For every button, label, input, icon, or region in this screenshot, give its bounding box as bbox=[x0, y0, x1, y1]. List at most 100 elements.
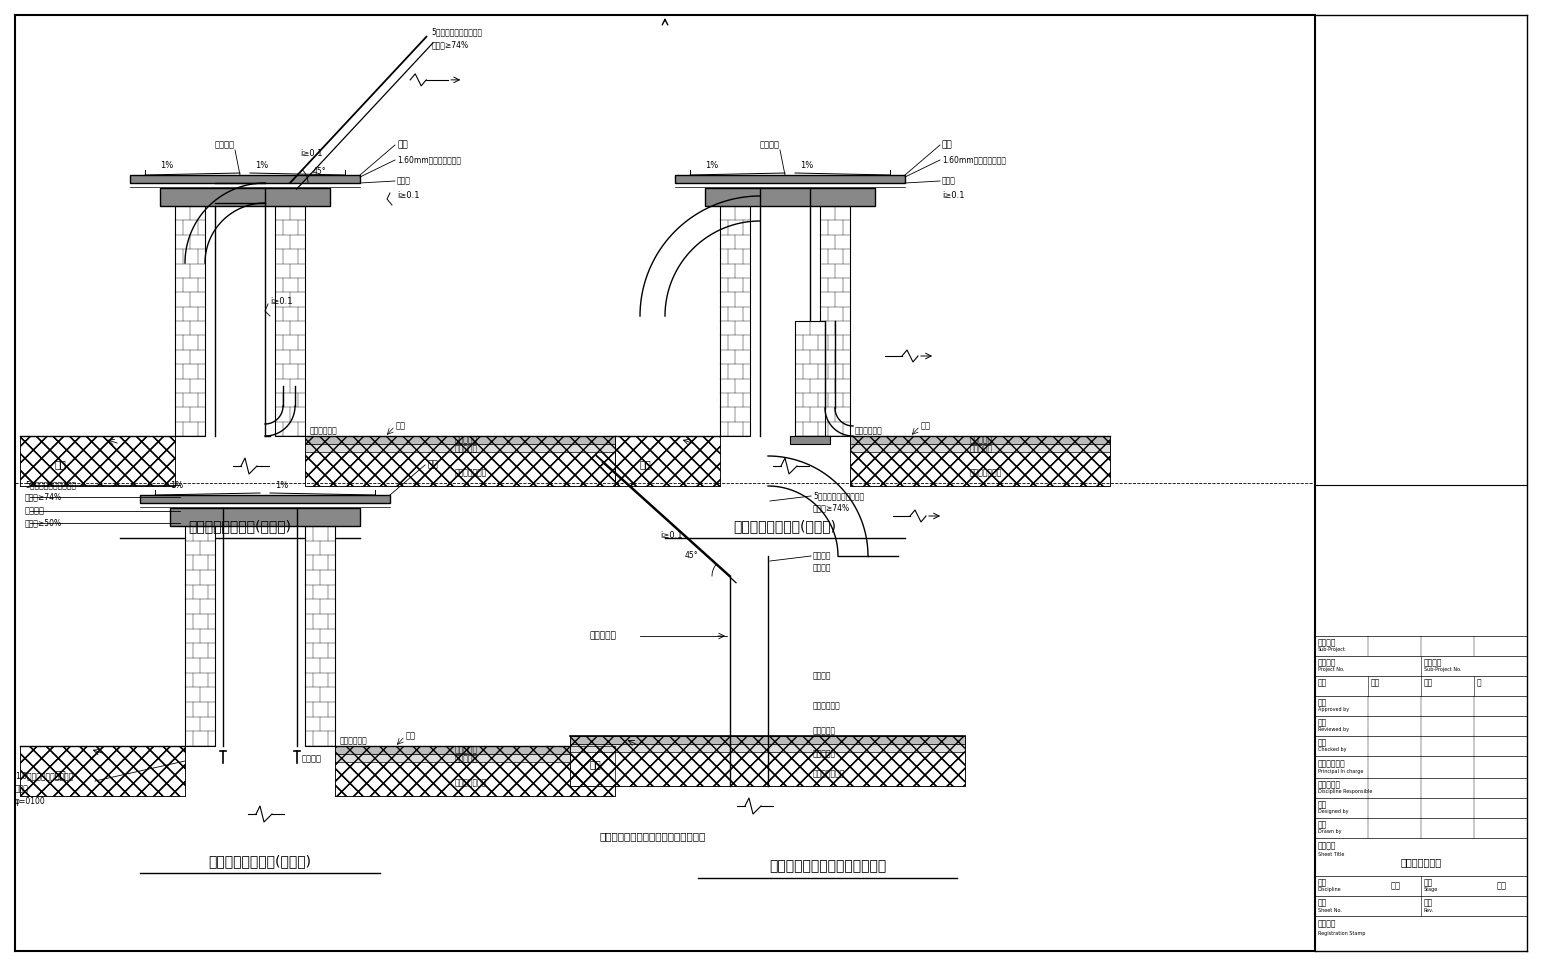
Text: 说明：风管可采用吊装或搁置方法固定: 说明：风管可采用吊装或搁置方法固定 bbox=[600, 831, 706, 841]
Text: Stage: Stage bbox=[1423, 888, 1439, 893]
Text: 密封膏: 密封膏 bbox=[396, 177, 410, 185]
Text: 完成屋面标高: 完成屋面标高 bbox=[854, 427, 882, 436]
Bar bbox=[274, 206, 305, 436]
Text: 屋面保温层: 屋面保温层 bbox=[455, 444, 478, 453]
Bar bbox=[675, 175, 905, 183]
Text: 散水: 散水 bbox=[56, 769, 66, 779]
Text: 1.0厚镀锌钢板，四周密封: 1.0厚镀锌钢板，四周密封 bbox=[15, 772, 74, 781]
Text: 45°: 45° bbox=[685, 552, 699, 560]
Bar bbox=[335, 746, 615, 796]
Text: 拉铆钉: 拉铆钉 bbox=[15, 784, 29, 793]
Text: Principal In charge: Principal In charge bbox=[1318, 769, 1363, 774]
Text: 钢筋混凝土楼板: 钢筋混凝土楼板 bbox=[455, 779, 487, 787]
Text: Checked by: Checked by bbox=[1318, 748, 1346, 753]
Text: 完成屋面标高: 完成屋面标高 bbox=[339, 736, 367, 746]
Text: 日: 日 bbox=[1477, 678, 1482, 688]
Bar bbox=[571, 736, 965, 786]
Text: 完成屋面标高: 完成屋面标高 bbox=[310, 427, 338, 436]
Bar bbox=[140, 495, 390, 503]
Text: 钢筋混凝土楼板: 钢筋混凝土楼板 bbox=[455, 469, 487, 477]
Bar bbox=[305, 526, 335, 746]
Text: 屋面保温层: 屋面保温层 bbox=[813, 750, 836, 758]
Bar bbox=[850, 436, 1110, 486]
Text: 暖通: 暖通 bbox=[1391, 882, 1402, 891]
Bar bbox=[615, 436, 720, 486]
Bar bbox=[305, 444, 615, 452]
Text: i≥0.1: i≥0.1 bbox=[660, 531, 683, 541]
Text: i≥0.1: i≥0.1 bbox=[942, 190, 964, 200]
Bar bbox=[571, 744, 965, 752]
Text: 散水: 散水 bbox=[406, 731, 416, 741]
Text: Sheet Title: Sheet Title bbox=[1318, 853, 1345, 858]
Text: 版次: 版次 bbox=[1423, 898, 1433, 907]
Bar bbox=[790, 436, 830, 444]
Text: φ=0100: φ=0100 bbox=[15, 797, 46, 806]
Text: 预埋铁板: 预埋铁板 bbox=[813, 563, 831, 573]
Text: 1.60mm镀锌钢板保护壳: 1.60mm镀锌钢板保护壳 bbox=[942, 156, 1005, 164]
Text: 5目镀锌低碳钢丝编制网: 5目镀锌低碳钢丝编制网 bbox=[432, 27, 483, 37]
Text: 项目编号: 项目编号 bbox=[1318, 659, 1337, 668]
Bar bbox=[335, 746, 615, 796]
Text: Project No.: Project No. bbox=[1318, 668, 1345, 672]
Bar bbox=[335, 754, 615, 762]
Text: Sub-Project No.: Sub-Project No. bbox=[1423, 668, 1462, 672]
Text: Approved by: Approved by bbox=[1318, 707, 1349, 713]
Text: 执业签章: 执业签章 bbox=[1318, 920, 1337, 928]
Text: 开孔率≥74%: 开孔率≥74% bbox=[25, 493, 62, 501]
Text: 防雨百叶: 防雨百叶 bbox=[25, 506, 45, 516]
Text: 散水: 散水 bbox=[56, 459, 66, 469]
Bar bbox=[615, 436, 720, 486]
Text: 散水: 散水 bbox=[591, 759, 601, 769]
Text: 角钢固定: 角钢固定 bbox=[813, 552, 831, 560]
Text: Sub-Project: Sub-Project bbox=[1318, 647, 1346, 652]
Text: Rev.: Rev. bbox=[1423, 907, 1434, 913]
Bar bbox=[850, 444, 1110, 452]
Text: 子项名称: 子项名称 bbox=[1318, 639, 1337, 647]
Text: Drawn by: Drawn by bbox=[1318, 830, 1342, 835]
Bar bbox=[705, 188, 874, 206]
Text: 1%: 1% bbox=[274, 480, 288, 490]
Text: 防雨蝴蝶阀: 防雨蝴蝶阀 bbox=[591, 632, 617, 640]
Text: 阶段: 阶段 bbox=[1423, 878, 1433, 888]
Text: 1%: 1% bbox=[705, 160, 719, 169]
Text: 密封膏: 密封膏 bbox=[942, 177, 956, 185]
Text: 设计总负责人: 设计总负责人 bbox=[1318, 759, 1346, 769]
Text: i≥0.1: i≥0.1 bbox=[270, 297, 293, 305]
Text: Designed by: Designed by bbox=[1318, 810, 1349, 814]
Text: 盖板: 盖板 bbox=[942, 140, 953, 150]
Text: 审定: 审定 bbox=[1318, 698, 1328, 707]
Bar bbox=[615, 436, 720, 486]
Text: Reviewed by: Reviewed by bbox=[1318, 727, 1349, 732]
Text: 姓名: 姓名 bbox=[1371, 678, 1380, 688]
Bar bbox=[130, 175, 359, 183]
Bar bbox=[850, 436, 1110, 444]
Bar bbox=[305, 436, 615, 486]
Bar bbox=[174, 206, 205, 436]
Text: 柔性填料: 柔性填料 bbox=[214, 140, 234, 150]
Text: 钢筋混凝土楼板: 钢筋混凝土楼板 bbox=[970, 469, 1002, 477]
Text: 校对: 校对 bbox=[1318, 738, 1328, 748]
Bar bbox=[571, 736, 965, 786]
Text: 膨胀螺栓: 膨胀螺栓 bbox=[302, 754, 322, 763]
Bar bbox=[305, 436, 615, 444]
Text: 专业: 专业 bbox=[1318, 878, 1328, 888]
Bar bbox=[20, 746, 185, 796]
Text: 盖板: 盖板 bbox=[396, 140, 407, 150]
Bar bbox=[20, 436, 174, 486]
Bar bbox=[20, 436, 174, 486]
Text: Sheet No.: Sheet No. bbox=[1318, 907, 1342, 913]
Text: 5目镀锌低碳钢丝编制网: 5目镀锌低碳钢丝编制网 bbox=[813, 492, 864, 500]
Text: i≥0.1: i≥0.1 bbox=[301, 149, 322, 157]
Text: 开孔率≥50%: 开孔率≥50% bbox=[25, 519, 62, 527]
Bar bbox=[820, 206, 850, 436]
Bar bbox=[185, 526, 214, 746]
Text: 职责: 职责 bbox=[1318, 678, 1328, 688]
Text: 柔性填料: 柔性填料 bbox=[760, 140, 780, 150]
Text: 1%: 1% bbox=[254, 160, 268, 169]
Bar bbox=[571, 736, 965, 744]
Text: 屋面保温层: 屋面保温层 bbox=[813, 726, 836, 735]
Bar bbox=[20, 436, 174, 486]
Bar bbox=[796, 321, 825, 436]
Text: 子项编号: 子项编号 bbox=[1423, 659, 1442, 668]
Text: 审核: 审核 bbox=[1318, 719, 1328, 727]
